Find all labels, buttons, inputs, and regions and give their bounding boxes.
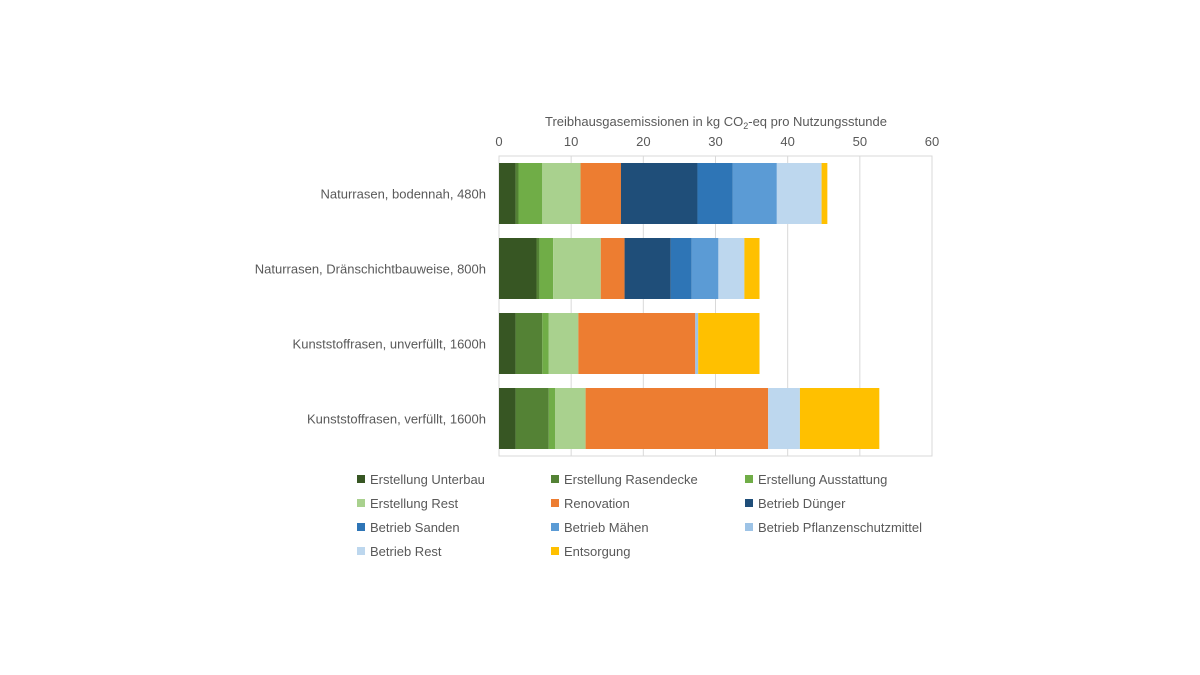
x-axis-title-part: Treibhausgasemissionen in kg CO [545, 114, 743, 129]
bar-segment [578, 313, 696, 374]
legend-label: Betrieb Sanden [370, 519, 460, 535]
legend-swatch [745, 523, 753, 531]
bar-segment [542, 313, 549, 374]
bar-segment [600, 238, 625, 299]
legend-swatch [357, 475, 365, 483]
legend-item: Betrieb Dünger [745, 494, 955, 512]
x-tick-labels: 0 10 20 30 40 50 60 [495, 134, 939, 149]
legend-label: Erstellung Ausstattung [758, 471, 888, 487]
legend-swatch [357, 499, 365, 507]
bar-segment [580, 163, 621, 224]
legend-swatch [551, 547, 559, 555]
legend-label: Erstellung Unterbau [370, 471, 485, 487]
x-tick-label: 20 [636, 134, 650, 149]
legend-item: Betrieb Rest [357, 542, 551, 560]
legend-item: Betrieb Mähen [551, 518, 745, 536]
bar-segment [548, 388, 556, 449]
bars [499, 163, 880, 449]
bar-segment [698, 313, 760, 374]
legend-item: Erstellung Unterbau [357, 470, 551, 488]
x-axis-title: Treibhausgasemissionen in kg CO2-eq pro … [545, 114, 887, 131]
legend-item: Erstellung Rest [357, 494, 551, 512]
bar-segment [799, 388, 880, 449]
x-tick-label: 30 [708, 134, 722, 149]
bar-segment [620, 163, 698, 224]
legend-swatch [551, 475, 559, 483]
category-label: Kunststoffrasen, verfüllt, 1600h [307, 412, 486, 427]
bar-segment [499, 388, 516, 449]
x-axis-title-part: -eq pro Nutzungsstunde [748, 114, 887, 129]
bar-segment [670, 238, 692, 299]
legend-swatch [357, 547, 365, 555]
legend-label: Renovation [564, 495, 630, 511]
legend-item: Entsorgung [551, 542, 745, 560]
bar-segment [695, 313, 699, 374]
bar-segment [585, 388, 769, 449]
bar-segment [697, 163, 733, 224]
legend-item: Erstellung Ausstattung [745, 470, 955, 488]
bar-segment [553, 238, 601, 299]
bar-segment [499, 238, 537, 299]
legend-label: Betrieb Rest [370, 543, 442, 559]
bar-segment [718, 238, 745, 299]
legend-label: Erstellung Rest [370, 495, 459, 511]
legend-item: Renovation [551, 494, 745, 512]
legend-label: Erstellung Rasendecke [564, 471, 698, 487]
legend-label: Entsorgung [564, 543, 631, 559]
bar-segment [624, 238, 671, 299]
bar-segment [499, 313, 516, 374]
legend-swatch [745, 499, 753, 507]
bar-segment [536, 238, 540, 299]
bar-segment [515, 163, 519, 224]
bar-segment [768, 388, 800, 449]
category-label: Naturrasen, bodennah, 480h [320, 187, 486, 202]
bar-segment [542, 163, 581, 224]
bar-segment [555, 388, 586, 449]
bar-segment [548, 313, 579, 374]
x-tick-label: 40 [780, 134, 794, 149]
bar-segment [732, 163, 777, 224]
legend-swatch [551, 523, 559, 531]
x-tick-label: 10 [564, 134, 578, 149]
legend-swatch [745, 475, 753, 483]
x-tick-label: 60 [925, 134, 939, 149]
legend-label: Betrieb Dünger [758, 495, 846, 511]
bar-segment [691, 238, 719, 299]
bar-segment [744, 238, 760, 299]
bar-segment [539, 238, 554, 299]
bar-segment [515, 313, 543, 374]
category-labels: Naturrasen, bodennah, 480h Naturrasen, Dr… [255, 187, 486, 427]
legend-label: Betrieb Pflanzenschutzmittel [758, 519, 923, 535]
legend-swatch [551, 499, 559, 507]
bar-segment [499, 163, 516, 224]
legend-item: Betrieb Pflanzenschutzmittel [745, 518, 955, 536]
x-tick-label: 0 [495, 134, 502, 149]
category-label: Naturrasen, Dränschichtbauweise, 800h [255, 262, 486, 277]
category-label: Kunststoffrasen, unverfüllt, 1600h [293, 337, 486, 352]
legend-item: Erstellung Rasendecke [551, 470, 745, 488]
bar-segment [776, 163, 822, 224]
legend: Erstellung Unterbau Erstellung Rasendecke… [357, 470, 957, 560]
bar-segment [821, 163, 828, 224]
x-tick-label: 50 [853, 134, 867, 149]
legend-item: Betrieb Sanden [357, 518, 551, 536]
bar-segment [515, 388, 549, 449]
x-axis-title-subscript: 2 [743, 121, 748, 131]
legend-label: Betrieb Mähen [564, 519, 649, 535]
legend-swatch [357, 523, 365, 531]
bar-segment [518, 163, 543, 224]
